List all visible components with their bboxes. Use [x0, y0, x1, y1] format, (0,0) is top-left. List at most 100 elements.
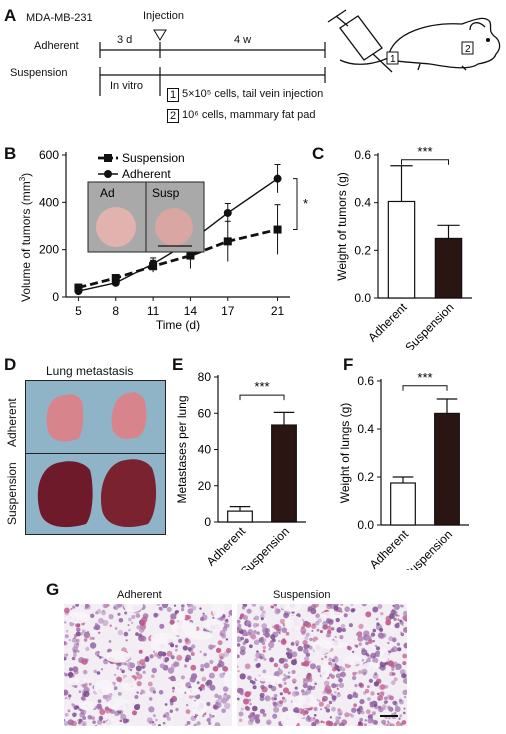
tissue-cell — [120, 713, 127, 720]
tissue-cell — [274, 608, 280, 615]
tissue-cell — [384, 696, 388, 701]
tissue-cell — [278, 683, 281, 687]
tissue-cell — [361, 604, 367, 607]
tissue-cell — [286, 647, 290, 651]
tissue-cell — [391, 680, 396, 685]
tissue-cell — [191, 605, 197, 611]
tissue-cell — [166, 650, 173, 657]
tissue-cell — [398, 698, 402, 702]
tissue-cell — [237, 697, 240, 701]
tissue-cell — [283, 687, 289, 694]
tissue-cell — [354, 684, 358, 688]
tissue-cell — [379, 661, 387, 668]
tissue-cell — [362, 671, 367, 676]
tissue-cell — [171, 620, 176, 624]
tissue-cell — [178, 638, 183, 643]
tissue-cell — [332, 667, 337, 672]
data-point — [273, 174, 282, 183]
y-tick-label: 0.4 — [357, 422, 374, 436]
tissue-cell — [403, 711, 406, 715]
tissue-cell — [358, 642, 362, 646]
tissue-cell — [131, 615, 136, 619]
tissue-cell — [368, 639, 373, 644]
tissue-cell — [245, 706, 251, 711]
tissue-cell — [302, 640, 308, 646]
tissue-cell — [116, 676, 123, 683]
tissue-cell — [324, 680, 330, 687]
tissue-cell — [398, 717, 401, 720]
tissue-cell — [306, 710, 309, 714]
tissue-cell — [100, 668, 104, 671]
tissue-cell — [92, 637, 95, 640]
tissue-cell — [64, 641, 68, 646]
tissue-cell — [182, 645, 188, 651]
tissue-cell — [361, 649, 368, 656]
tissue-cell — [336, 629, 340, 633]
tissue-cell — [353, 703, 357, 708]
histology-image-adherent — [64, 604, 232, 726]
alveolar-space — [100, 679, 112, 694]
tissue-cell — [148, 706, 155, 713]
tissue-cell — [206, 701, 211, 707]
alveolar-space — [189, 631, 214, 640]
tissue-cell — [266, 719, 272, 725]
tissue-cell — [370, 691, 375, 696]
tissue-cell — [341, 667, 346, 672]
tissue-cell — [329, 716, 332, 719]
tissue-cell — [244, 691, 251, 698]
tissue-cell — [376, 622, 380, 626]
tissue-cell — [89, 636, 93, 641]
tissue-cell — [355, 672, 358, 674]
tissue-cell — [338, 678, 343, 683]
tissue-cell — [187, 604, 192, 608]
tissue-cell — [158, 724, 161, 726]
tissue-cell — [71, 637, 77, 643]
tissue-cell — [352, 671, 357, 676]
tissue-cell — [335, 720, 340, 725]
tissue-cell — [311, 722, 317, 726]
x-tick-label: 17 — [221, 304, 235, 318]
tissue-cell — [226, 647, 232, 654]
tissue-cell — [397, 647, 402, 652]
tissue-cell — [318, 699, 321, 703]
tissue-cell — [224, 702, 231, 710]
tissue-cell — [96, 608, 102, 614]
x-tick-label: Suspension — [238, 524, 292, 570]
tumor-volume-line-chart: 0 200 400 600 5 8 11 14 17 21 Time (d) Suspension Ad… — [39, 148, 308, 332]
tissue-cell — [247, 629, 254, 635]
tissue-cell — [356, 631, 363, 637]
tissue-cell — [81, 658, 88, 665]
tissue-cell — [151, 667, 157, 674]
tissue-cell — [174, 679, 176, 682]
tissue-cell — [243, 629, 247, 634]
tissue-cell — [310, 608, 317, 615]
tissue-cell — [116, 604, 123, 608]
tissue-cell — [149, 654, 154, 659]
tissue-cell — [164, 703, 168, 706]
tissue-cell — [136, 681, 142, 687]
x-tick-label: 11 — [147, 304, 160, 318]
tissue-cell — [225, 638, 229, 641]
tissue-cell — [184, 664, 188, 668]
tissue-cell — [332, 638, 335, 641]
tissue-cell — [209, 714, 214, 719]
tissue-cell — [83, 684, 86, 687]
tissue-cell — [261, 623, 268, 629]
tissue-cell — [73, 653, 77, 657]
tissue-cell — [390, 648, 395, 653]
tissue-cell — [322, 721, 325, 724]
tissue-cell — [118, 618, 124, 623]
tissue-cell — [247, 624, 252, 628]
tissue-cell — [347, 694, 353, 700]
tissue-cell — [315, 613, 320, 618]
tissue-cell — [355, 633, 359, 636]
tissue-cell — [212, 644, 216, 648]
tissue-cell — [89, 642, 97, 649]
tissue-cell — [80, 696, 85, 701]
tissue-cell — [99, 709, 106, 715]
tissue-cell — [273, 693, 278, 698]
tissue-cell — [238, 688, 244, 694]
tissue-cell — [76, 642, 80, 646]
y-axis-label: Weight of tumors (g) — [335, 172, 349, 280]
tissue-cell — [125, 718, 130, 723]
